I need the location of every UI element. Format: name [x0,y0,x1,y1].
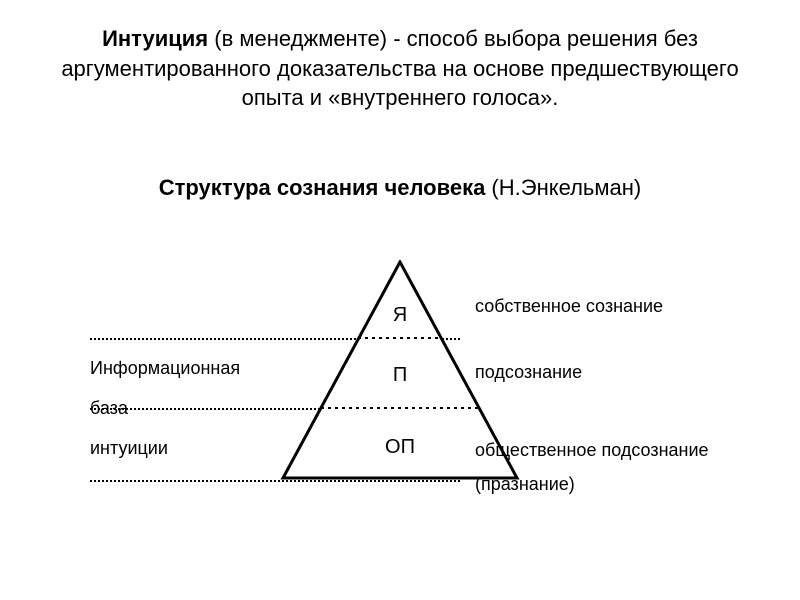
pyramid-level-2-letter: П [380,364,420,387]
right-label-3-sub: (празнание) [475,474,775,496]
slide: Интуиция (в менеджменте) - способ выбора… [0,0,800,600]
page-title: Интуиция (в менеджменте) - способ выбора… [60,24,740,113]
left-label-line-2: база [90,398,290,420]
left-label-line-1: Информационная [90,358,290,380]
subtitle-rest: (Н.Энкельман) [485,175,641,200]
right-label-3: общественное подсознание [475,440,795,462]
title-bold: Интуиция [102,26,208,51]
pyramid-level-1-letter: Я [380,304,420,327]
subtitle-bold: Структура сознания человека [159,175,486,200]
pyramid-level-3-letter: ОП [380,436,420,459]
left-label-line-3: интуиции [90,438,290,460]
right-label-2: подсознание [475,362,775,384]
right-label-1: собственное сознание [475,296,775,318]
subtitle: Структура сознания человека (Н.Энкельман… [60,175,740,201]
